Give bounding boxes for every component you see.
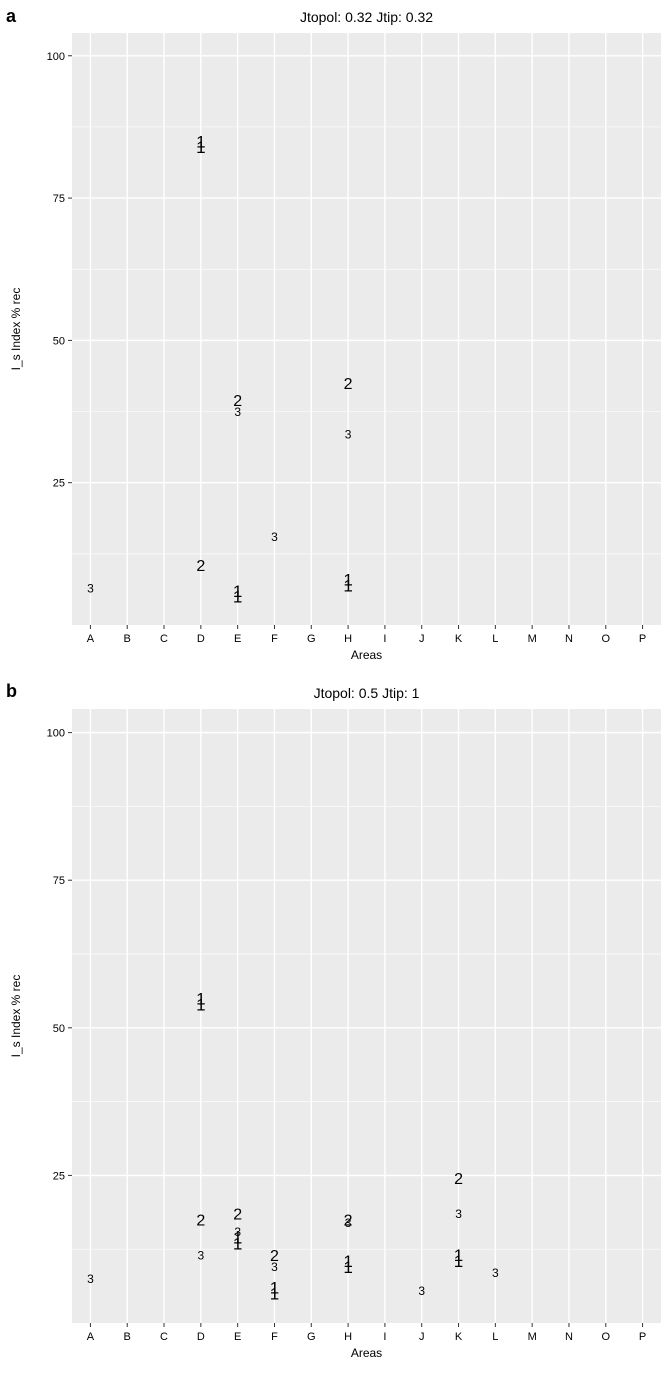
x-tick-label: G bbox=[307, 633, 316, 645]
x-tick-label: B bbox=[124, 1331, 131, 1343]
point-label-2: 2 bbox=[196, 558, 205, 575]
point-label-1: 1 bbox=[454, 1246, 463, 1265]
point-label-2: 2 bbox=[196, 1212, 205, 1229]
y-tick-label: 25 bbox=[53, 1170, 65, 1182]
point-label-1: 1 bbox=[270, 1279, 279, 1298]
x-tick-label: E bbox=[234, 633, 241, 645]
point-label-1: 1 bbox=[233, 1234, 242, 1253]
point-label-3: 3 bbox=[492, 1266, 499, 1280]
x-tick-label: L bbox=[492, 1331, 498, 1343]
x-axis-title: Areas bbox=[351, 1346, 382, 1360]
x-tick-label: P bbox=[639, 633, 646, 645]
x-tick-label: L bbox=[492, 633, 498, 645]
x-tick-label: A bbox=[87, 1331, 95, 1343]
point-label-2: 2 bbox=[454, 1171, 463, 1188]
point-label-3: 3 bbox=[345, 428, 352, 442]
x-tick-label: H bbox=[344, 1331, 352, 1343]
y-tick-label: 100 bbox=[47, 728, 65, 740]
point-label-3: 3 bbox=[198, 1248, 205, 1262]
x-tick-label: K bbox=[455, 633, 463, 645]
chart-title: Jtopol: 0.32 Jtip: 0.32 bbox=[300, 9, 433, 25]
x-tick-label: N bbox=[565, 633, 573, 645]
y-tick-label: 50 bbox=[53, 1023, 65, 1035]
point-label-1: 1 bbox=[343, 1258, 352, 1277]
point-label-3: 3 bbox=[87, 1272, 94, 1286]
chart-title: Jtopol: 0.5 Jtip: 1 bbox=[314, 685, 420, 701]
point-label-1: 1 bbox=[233, 1229, 242, 1248]
point-label-2: 2 bbox=[233, 1207, 242, 1224]
x-tick-label: O bbox=[602, 633, 611, 645]
point-label-1: 1 bbox=[196, 132, 205, 151]
x-tick-label: K bbox=[455, 1331, 463, 1343]
y-tick-label: 75 bbox=[53, 875, 65, 887]
x-tick-label: F bbox=[271, 633, 278, 645]
x-tick-label: D bbox=[197, 1331, 205, 1343]
x-tick-label: H bbox=[344, 633, 352, 645]
x-tick-label: D bbox=[197, 633, 205, 645]
x-tick-label: P bbox=[639, 1331, 646, 1343]
point-label-1: 1 bbox=[196, 995, 205, 1014]
point-label-3: 3 bbox=[234, 405, 241, 419]
x-tick-label: F bbox=[271, 1331, 278, 1343]
x-tick-label: C bbox=[160, 1331, 168, 1343]
x-tick-label: B bbox=[124, 633, 131, 645]
panel-letter: b bbox=[6, 681, 17, 701]
point-label-1: 1 bbox=[233, 582, 242, 601]
x-tick-label: C bbox=[160, 633, 168, 645]
y-tick-label: 100 bbox=[47, 51, 65, 63]
point-label-3: 3 bbox=[345, 1216, 352, 1230]
x-tick-label: J bbox=[419, 633, 425, 645]
point-label-1: 1 bbox=[270, 1285, 279, 1304]
point-label-3: 3 bbox=[271, 1260, 278, 1274]
chart-panel-a: 25 50 75 100 A B C D E F G H I J K L M N O Pa Jtopol: 0.32 J… bbox=[6, 6, 661, 662]
x-tick-label: N bbox=[565, 1331, 573, 1343]
x-tick-label: O bbox=[602, 1331, 611, 1343]
point-label-3: 3 bbox=[271, 530, 278, 544]
x-tick-label: I bbox=[383, 633, 386, 645]
point-label-3: 3 bbox=[455, 1207, 462, 1221]
plot-background bbox=[72, 33, 661, 625]
y-axis-title: I_s Index % rec bbox=[9, 975, 23, 1058]
x-tick-label: M bbox=[528, 633, 537, 645]
point-label-2: 2 bbox=[344, 1212, 353, 1229]
y-tick-label: 75 bbox=[53, 193, 65, 205]
point-label-3: 3 bbox=[87, 581, 94, 595]
y-tick-label: 50 bbox=[53, 335, 65, 347]
point-label-2: 2 bbox=[233, 393, 242, 410]
x-tick-label: A bbox=[87, 633, 95, 645]
x-tick-label: G bbox=[307, 1331, 316, 1343]
point-label-3: 3 bbox=[418, 1284, 425, 1298]
point-label-1: 1 bbox=[196, 989, 205, 1008]
y-axis-title: I_s Index % rec bbox=[9, 288, 23, 371]
point-label-1: 1 bbox=[454, 1252, 463, 1271]
point-label-2: 2 bbox=[344, 376, 353, 393]
point-label-2: 2 bbox=[270, 1248, 279, 1265]
plot-background bbox=[72, 709, 661, 1323]
point-label-1: 1 bbox=[196, 138, 205, 157]
point-label-1: 1 bbox=[343, 1252, 352, 1271]
x-tick-label: M bbox=[528, 1331, 537, 1343]
point-label-1: 1 bbox=[343, 576, 352, 595]
x-tick-label: E bbox=[234, 1331, 241, 1343]
x-tick-label: I bbox=[383, 1331, 386, 1343]
point-label-1: 1 bbox=[343, 571, 352, 590]
chart-panel-b: 25 50 75 100 A B C D E F G H I J K L M N O Pb Jtopol: 0.5 Jt… bbox=[6, 681, 661, 1360]
point-label-3: 3 bbox=[234, 1225, 241, 1239]
panel-letter: a bbox=[6, 6, 17, 26]
x-axis-title: Areas bbox=[351, 648, 382, 662]
y-tick-label: 25 bbox=[53, 478, 65, 490]
point-label-1: 1 bbox=[233, 588, 242, 607]
x-tick-label: J bbox=[419, 1331, 425, 1343]
